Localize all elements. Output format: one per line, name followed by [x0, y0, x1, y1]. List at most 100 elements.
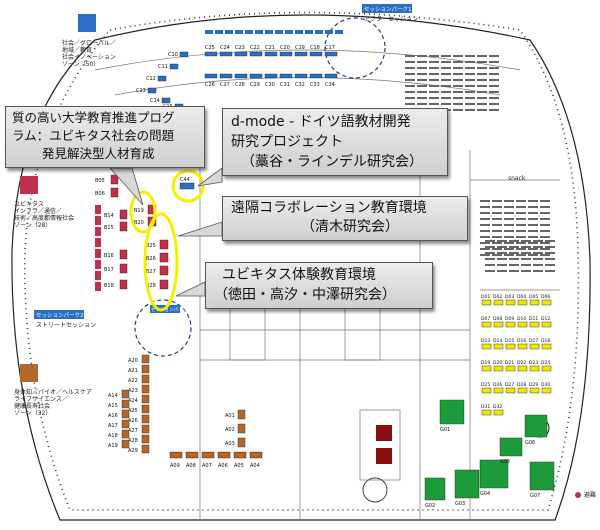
- booth-block: [141, 354, 150, 364]
- seat-row: [516, 224, 526, 226]
- booth-block: [179, 51, 189, 58]
- booth-block: [541, 387, 552, 394]
- seat-row: [540, 230, 550, 232]
- seat-row: [540, 254, 550, 256]
- pointer-ubiquitous: [175, 281, 206, 297]
- booth-block: [439, 399, 465, 425]
- seat-row: [528, 212, 538, 214]
- booth-label: A19: [108, 443, 118, 449]
- booth-block: [517, 343, 528, 350]
- seat-row: [489, 91, 499, 93]
- booth-label: D25: [481, 382, 490, 388]
- seat-row: [405, 103, 415, 105]
- booth-block: [219, 51, 233, 57]
- seat-row: [533, 240, 543, 242]
- seat-row: [540, 236, 550, 238]
- booth-label: A25: [128, 408, 138, 414]
- seat-row: [429, 85, 439, 87]
- seat-row: [465, 85, 475, 87]
- seat-row: [545, 246, 555, 248]
- callout-university-program: 質の高い大学教育推進プログ ラム：ユビキタス社会の問題 発見解決型人材育成: [5, 106, 205, 168]
- seat-row: [504, 230, 514, 232]
- booth-label: D20: [493, 360, 502, 366]
- seat-row: [497, 252, 507, 254]
- seat-row: [533, 270, 543, 272]
- seat-row: [480, 230, 490, 232]
- booth-block: [157, 75, 167, 82]
- booth-d21: D21: [505, 360, 516, 372]
- booth-c32: C32: [294, 73, 308, 88]
- zone-global-swatch: [78, 14, 96, 32]
- exit-marker: [575, 492, 581, 498]
- booth-block: [279, 73, 293, 79]
- seat-row: [417, 67, 427, 69]
- seat-row: [477, 55, 487, 57]
- booth-block: [141, 424, 150, 434]
- booth-label: C30: [265, 82, 275, 88]
- booth-g01: G01: [439, 399, 465, 433]
- seat-row: [492, 236, 502, 238]
- booth-label: A05: [234, 463, 244, 469]
- seat-row: [441, 73, 451, 75]
- booth-c11: C11: [158, 63, 179, 70]
- booth-c29: C29: [249, 73, 263, 88]
- booth-b-extra: [95, 282, 101, 291]
- booth-a15: A15: [108, 399, 130, 409]
- seat-row: [429, 91, 439, 93]
- booth-label: D19: [481, 360, 490, 366]
- booth-label: D03: [505, 294, 514, 300]
- booth-a24: A24: [128, 394, 150, 404]
- seat-row: [477, 79, 487, 81]
- booth-block: [541, 321, 552, 328]
- seat-row: [441, 55, 451, 57]
- seat-row: [480, 236, 490, 238]
- booth-d03: D03: [505, 294, 516, 306]
- seat-row: [528, 242, 538, 244]
- booth-b25: B25: [146, 239, 169, 250]
- booth-block: [147, 87, 157, 94]
- booth-label: C34: [325, 82, 335, 88]
- booth-block: [201, 451, 215, 459]
- seat-row: [492, 206, 502, 208]
- seat-row: [540, 200, 550, 202]
- booth-block: [294, 73, 308, 79]
- zone-health-line4: ゾーン（32）: [14, 410, 51, 417]
- session-park-3-circle: [134, 299, 192, 357]
- booth-d18: D18: [541, 338, 552, 350]
- booth-label: B05: [95, 178, 105, 184]
- seat-row: [465, 55, 475, 57]
- booth-block: [505, 365, 516, 372]
- seat-row: [485, 240, 495, 242]
- seat-row: [480, 254, 490, 256]
- seat-row: [417, 91, 427, 93]
- session-park-1-circle: [324, 17, 386, 79]
- booth-block: [237, 409, 246, 420]
- seat-row: [453, 79, 463, 81]
- booth-block: [505, 343, 516, 350]
- booth-label: D02: [493, 294, 502, 300]
- booth-label: B18: [104, 283, 114, 289]
- booth-a25: A25: [128, 404, 150, 414]
- booth-g06: G06: [524, 414, 548, 446]
- seat-row: [480, 212, 490, 214]
- booth-label: C28: [235, 82, 245, 88]
- seat-row: [504, 254, 514, 256]
- booth-block: [529, 299, 540, 306]
- seat-row: [545, 270, 555, 272]
- booth-d23: D23: [529, 360, 540, 372]
- seating-area-top: [405, 55, 499, 111]
- booth-block: [517, 321, 528, 328]
- zone-health-line3: 健康長寿社会: [14, 402, 50, 410]
- callout-dmode-line3: （藁谷・ラインデル研究会）: [241, 154, 423, 170]
- booth-block: [121, 429, 130, 439]
- seat-row: [405, 97, 415, 99]
- zone-global-line2: 地域／教育: [62, 46, 92, 54]
- seat-row: [453, 85, 463, 87]
- seat-row: [528, 248, 538, 250]
- booth-b05: B05: [95, 174, 119, 185]
- booth-label: C13: [136, 88, 146, 94]
- booth-block: [493, 343, 504, 350]
- booth-label: D17: [529, 338, 538, 344]
- booth-d22: D22: [517, 360, 528, 372]
- booth-d16: D16: [517, 338, 528, 350]
